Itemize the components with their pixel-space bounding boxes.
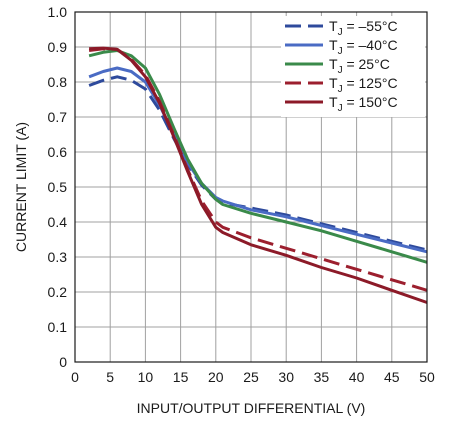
legend-label: TJ = –55°C xyxy=(329,18,398,38)
legend-label-main: T xyxy=(329,56,338,72)
y-tick-label: 0.4 xyxy=(48,214,68,230)
y-tick-label: 0.1 xyxy=(48,319,68,335)
legend-label-rest: = 150°C xyxy=(343,94,398,110)
x-tick-label: 40 xyxy=(349,369,365,385)
legend-label-rest: = 25°C xyxy=(343,56,390,72)
legend: TJ = –55°CTJ = –40°CTJ = 25°CTJ = 125°CT… xyxy=(281,16,425,117)
legend-label-main: T xyxy=(329,18,338,34)
plot-frame xyxy=(74,11,428,363)
legend-label-rest: = 125°C xyxy=(343,75,398,91)
x-tick-label: 45 xyxy=(384,369,400,385)
x-tick-labels: 0 5 10 15 20 25 30 35 40 45 50 xyxy=(71,369,435,385)
x-tick-label: 5 xyxy=(106,369,114,385)
x-tick-label: 0 xyxy=(71,369,79,385)
y-tick-labels: 0 0.1 0.2 0.3 0.4 0.5 0.6 0.7 0.8 0.9 1.0 xyxy=(48,4,68,370)
legend-label-subscript: J xyxy=(338,84,343,95)
legend-label-subscript: J xyxy=(338,65,343,76)
legend-label-subscript: J xyxy=(338,27,343,38)
x-tick-label: 35 xyxy=(314,369,330,385)
legend-background xyxy=(281,16,425,117)
legend-label-main: T xyxy=(329,75,338,91)
y-tick-label: 0.2 xyxy=(48,284,68,300)
series-line xyxy=(88,47,428,292)
y-tick-label: 0 xyxy=(59,354,67,370)
y-tick-label: 1.0 xyxy=(48,4,68,20)
x-tick-label: 50 xyxy=(419,369,435,385)
series-lines xyxy=(88,46,428,304)
series-line xyxy=(89,46,428,304)
x-axis-title: INPUT/OUTPUT DIFFERENTIAL (V) xyxy=(137,400,366,416)
x-tick-label: 30 xyxy=(278,369,294,385)
x-tick-label: 25 xyxy=(243,369,259,385)
y-axis-title: CURRENT LIMIT (A) xyxy=(13,122,29,252)
series-line xyxy=(88,49,428,264)
x-tick-label: 15 xyxy=(173,369,189,385)
legend-label: TJ = 25°C xyxy=(329,56,390,76)
legend-label: TJ = 150°C xyxy=(329,94,398,114)
y-tick-label: 0.6 xyxy=(48,144,68,160)
legend-label-subscript: J xyxy=(338,46,343,57)
legend-label-main: T xyxy=(329,94,338,110)
legend-label-rest: = –55°C xyxy=(343,18,398,34)
y-tick-label: 0.9 xyxy=(48,39,68,55)
legend-label: TJ = 125°C xyxy=(329,75,398,95)
x-tick-label: 20 xyxy=(208,369,224,385)
legend-label-main: T xyxy=(329,37,338,53)
legend-label: TJ = –40°C xyxy=(329,37,398,57)
y-tick-label: 0.8 xyxy=(48,74,68,90)
y-tick-label: 0.3 xyxy=(48,249,68,265)
x-tick-label: 10 xyxy=(138,369,154,385)
legend-label-subscript: J xyxy=(338,103,343,114)
legend-label-rest: = –40°C xyxy=(343,37,398,53)
y-tick-label: 0.7 xyxy=(48,109,68,125)
y-tick-label: 0.5 xyxy=(48,179,68,195)
